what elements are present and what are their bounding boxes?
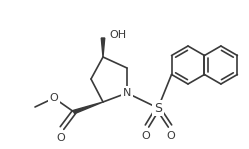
Text: O: O [142, 131, 150, 141]
Polygon shape [101, 38, 105, 57]
Text: S: S [154, 101, 162, 114]
Text: OH: OH [109, 30, 126, 40]
Text: N: N [123, 88, 131, 98]
Text: O: O [50, 93, 58, 103]
Text: N: N [123, 88, 131, 98]
Text: S: S [154, 101, 162, 114]
Text: O: O [57, 133, 65, 143]
Text: O: O [167, 131, 175, 141]
Text: O: O [142, 131, 150, 141]
Text: O: O [50, 93, 58, 103]
Text: OH: OH [109, 30, 126, 40]
Polygon shape [73, 102, 103, 114]
Text: O: O [57, 133, 65, 143]
Text: O: O [167, 131, 175, 141]
